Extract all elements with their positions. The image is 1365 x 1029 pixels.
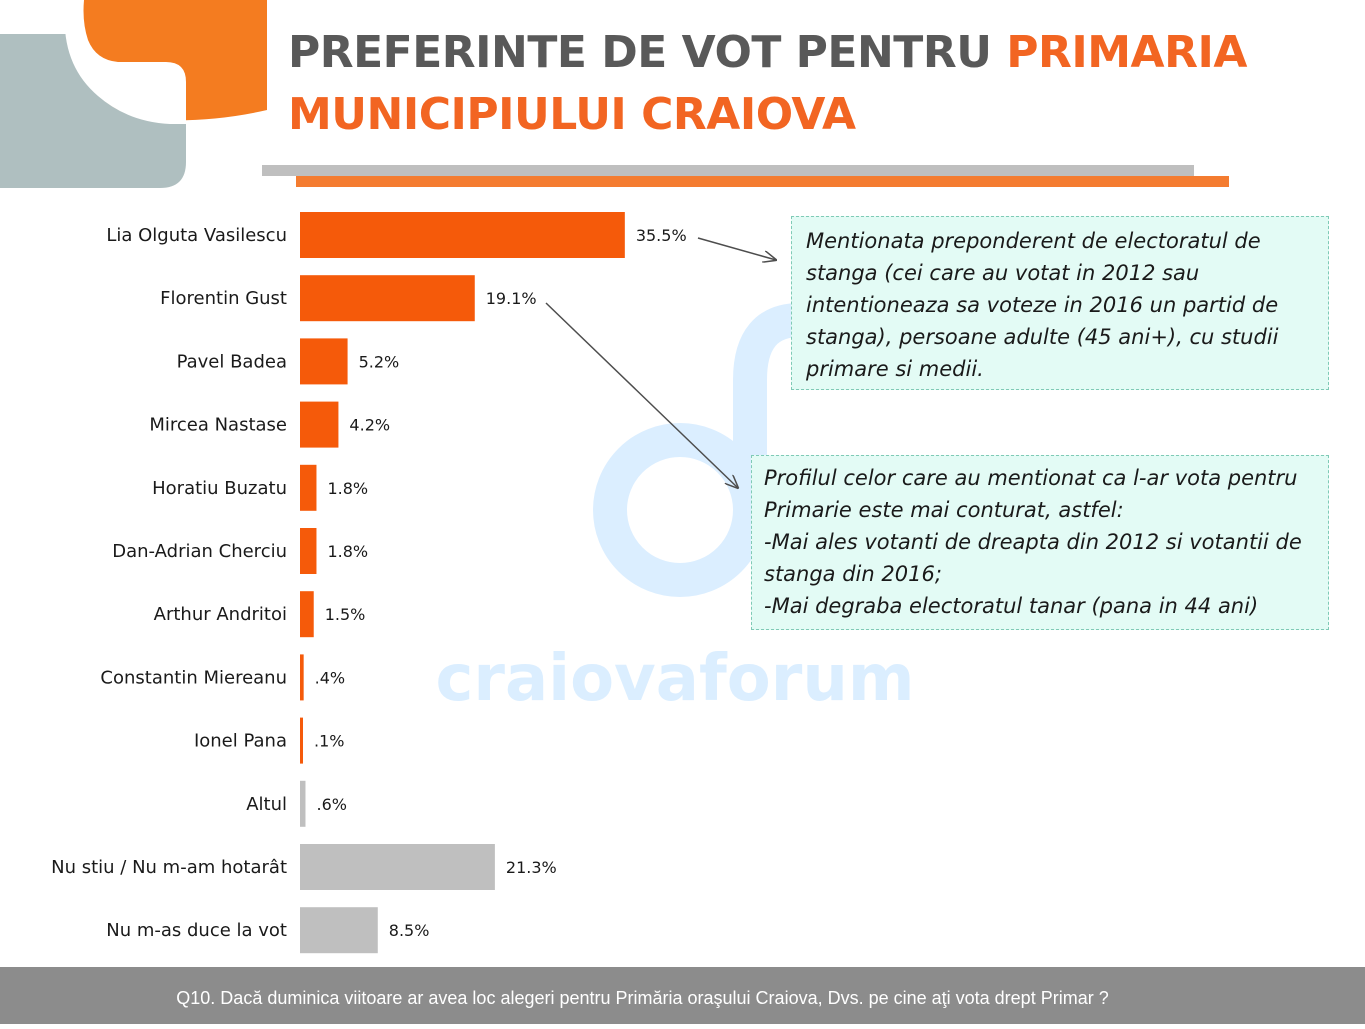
title-part-3: MUNICIPIULUI CRAIOVA (288, 89, 856, 140)
value-label: 1.8% (327, 479, 368, 498)
note-2-line: stanga din 2016; (764, 562, 942, 586)
bar (300, 338, 348, 385)
note-2-line: Profilul celor care au mentionat ca l-ar… (764, 466, 1298, 490)
note-1-line: Mentionata preponderent de electoratul d… (806, 229, 1261, 253)
category-label: Altul (246, 794, 287, 815)
category-label: Dan-Adrian Cherciu (112, 541, 287, 562)
footer-question: Q10. Dacă duminica viitoare ar avea loc … (0, 967, 1365, 1024)
bar (300, 464, 317, 511)
bar (300, 654, 304, 701)
value-label: 4.2% (349, 416, 390, 435)
bar (300, 780, 306, 827)
bar (300, 717, 303, 764)
value-label: .1% (314, 732, 344, 751)
value-label: 35.5% (636, 226, 687, 245)
value-label: .6% (316, 795, 346, 814)
bar (300, 401, 339, 448)
note-2-line: -Mai ales votanti de dreapta din 2012 si… (764, 530, 1302, 554)
note-1-line: primare si medii. (806, 357, 984, 381)
value-label: 21.3% (506, 858, 557, 877)
category-label: Horatiu Buzatu (152, 478, 287, 499)
note-box-2: Profilul celor care au mentionat ca l-ar… (751, 455, 1329, 630)
value-label: 19.1% (486, 289, 537, 308)
category-label: Nu m-as duce la vot (106, 920, 287, 941)
category-label: Constantin Miereanu (100, 667, 287, 688)
note-2-line: -Mai degraba electoratul tanar (pana in … (764, 594, 1259, 618)
category-label: Nu stiu / Nu m-am hotarât (51, 857, 287, 878)
title-rule-orange (296, 176, 1229, 187)
page-title: PREFERINTE DE VOT PENTRU PRIMARIA MUNICIP… (288, 22, 1247, 146)
category-label: Florentin Gust (160, 288, 287, 309)
value-label: .4% (315, 668, 345, 687)
category-label: Ionel Pana (194, 731, 287, 752)
value-label: 1.8% (327, 542, 368, 561)
title-part-1: PREFERINTE DE VOT PENTRU (288, 27, 1007, 78)
bar-chart: Lia Olguta Vasilescu 35.5% Florentin Gust 1… (51, 212, 687, 954)
white-swoosh-shape (64, 0, 186, 124)
corner-logo (0, 0, 267, 188)
value-label: 8.5% (389, 921, 430, 940)
note-box-1: Mentionata preponderent de electoratul d… (791, 216, 1329, 390)
bar (300, 212, 625, 258)
value-label: 1.5% (325, 605, 366, 624)
value-label: 5.2% (359, 352, 400, 371)
note-1-line: intentioneaza sa voteze in 2016 un parti… (806, 293, 1279, 317)
bar (300, 907, 378, 954)
bar (300, 528, 317, 574)
bar (300, 591, 314, 638)
category-label: Lia Olguta Vasilescu (106, 225, 287, 246)
note-1-line: stanga), persoane adulte (45 ani+), cu s… (806, 325, 1279, 349)
title-rule-gray (262, 165, 1194, 176)
category-label: Arthur Andritoi (154, 604, 287, 625)
bar (300, 275, 475, 322)
note-2-line: Primarie este mai conturat, astfel: (764, 498, 1124, 522)
category-label: Mircea Nastase (149, 415, 287, 436)
category-label: Pavel Badea (177, 351, 287, 372)
title-part-2: PRIMARIA (1006, 27, 1247, 78)
note-1-line: stanga (cei care au votat in 2012 sau (806, 261, 1200, 285)
bar (300, 844, 495, 890)
